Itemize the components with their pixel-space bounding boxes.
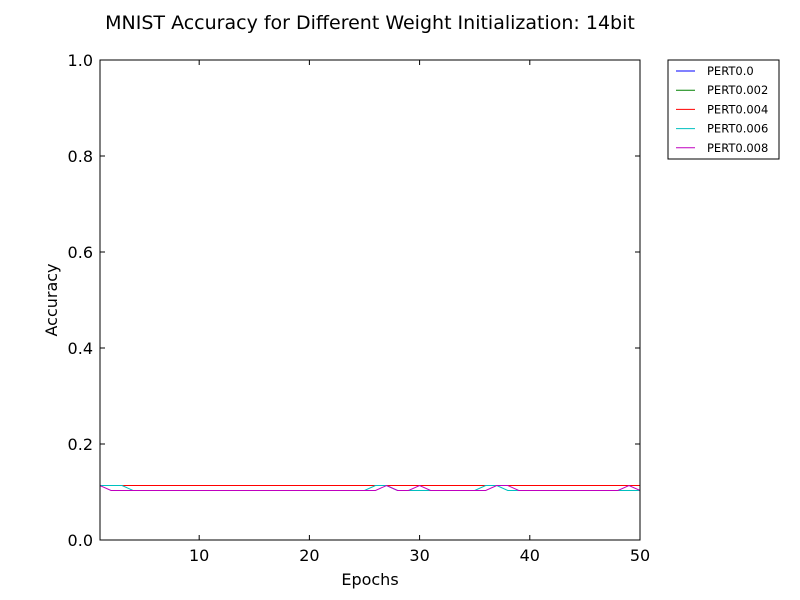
y-tick-label: 0.4: [68, 339, 93, 358]
y-axis-label: Accuracy: [42, 263, 61, 336]
legend-label: PERT0.002: [707, 83, 768, 97]
chart-title: MNIST Accuracy for Different Weight Init…: [105, 12, 635, 34]
y-tick-label: 0.8: [68, 147, 93, 166]
legend-label: PERT0.004: [707, 102, 768, 116]
x-tick-label: 30: [409, 546, 429, 565]
legend-label: PERT0.008: [707, 141, 768, 155]
y-tick-label: 1.0: [68, 51, 93, 70]
legend: PERT0.0 PERT0.002 PERT0.004 PERT0.006 PERT0.…: [667, 59, 780, 160]
x-tick-label: 20: [299, 546, 319, 565]
y-tick-label: 0.6: [68, 243, 93, 262]
y-tick-label: 0.2: [68, 435, 93, 454]
legend-label: PERT0.0: [707, 64, 754, 78]
series-layer: [100, 484, 640, 491]
x-tick-label: 10: [189, 546, 209, 565]
y-tick-label: 0.0: [68, 531, 93, 550]
x-axis-label: Epochs: [341, 570, 398, 589]
series-line-3: [100, 485, 640, 491]
x-axis: 10 20 30 40 50: [189, 60, 650, 565]
series-line-4: [100, 484, 640, 491]
plot-frame: [99, 59, 641, 541]
x-tick-label: 50: [630, 546, 650, 565]
y-axis: 0.0 0.2 0.4 0.6 0.8 1.0: [68, 51, 640, 550]
x-tick-label: 40: [520, 546, 540, 565]
legend-label: PERT0.006: [707, 122, 768, 136]
